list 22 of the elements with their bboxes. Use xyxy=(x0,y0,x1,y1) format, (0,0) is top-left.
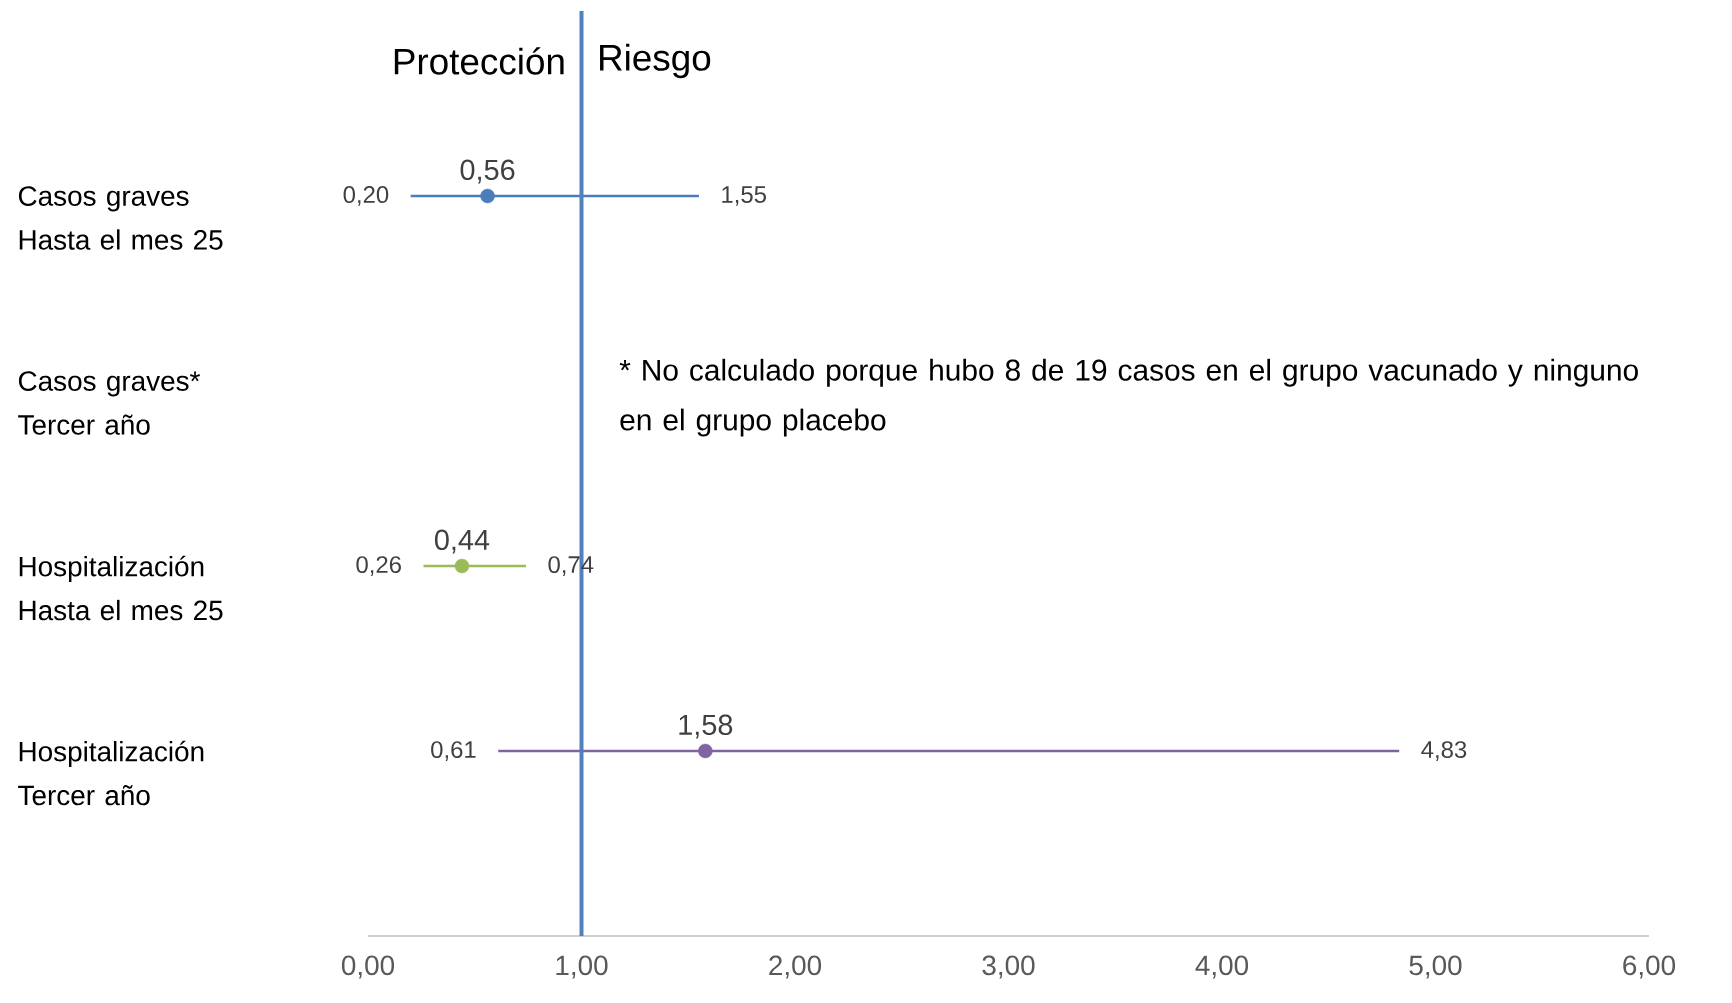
x-tick-label: 4,00 xyxy=(1195,955,1249,979)
y-tick-label: Hospitalización Tercer año xyxy=(18,740,204,806)
x-tick-label: 0,00 xyxy=(341,955,395,979)
annotation: 0,26 xyxy=(356,556,401,576)
x-tick-label: 5,00 xyxy=(1409,955,1462,979)
data-label: 0,56 xyxy=(460,159,515,184)
x-tick-label: 6,00 xyxy=(1623,955,1676,979)
data-label: 1,58 xyxy=(679,714,733,739)
y-tick-label: Hospitalización Hasta el mes 25 xyxy=(19,555,223,621)
annotation: 0,61 xyxy=(431,741,476,761)
annotation: Riesgo xyxy=(600,43,711,79)
y-tick-label: Casos graves Hasta el mes 25 xyxy=(18,186,223,250)
x-tick-label: 1,00 xyxy=(556,955,608,979)
annotation: 0,20 xyxy=(343,186,389,206)
annotation: 4,83 xyxy=(1421,741,1467,761)
annotation: Protección xyxy=(394,47,564,75)
annotation: 1,55 xyxy=(722,186,766,206)
x-tick-label: 2,00 xyxy=(769,955,822,979)
y-tick-label: Casos graves* Tercer año xyxy=(18,371,200,435)
annotation: * No calculado porque hubo 8 de 19 casos en el grupo vacunado y ninguno en el grupo placebo xyxy=(619,358,1638,437)
data-label: 0,44 xyxy=(434,529,490,554)
x-tick-label: 3,00 xyxy=(982,955,1035,979)
